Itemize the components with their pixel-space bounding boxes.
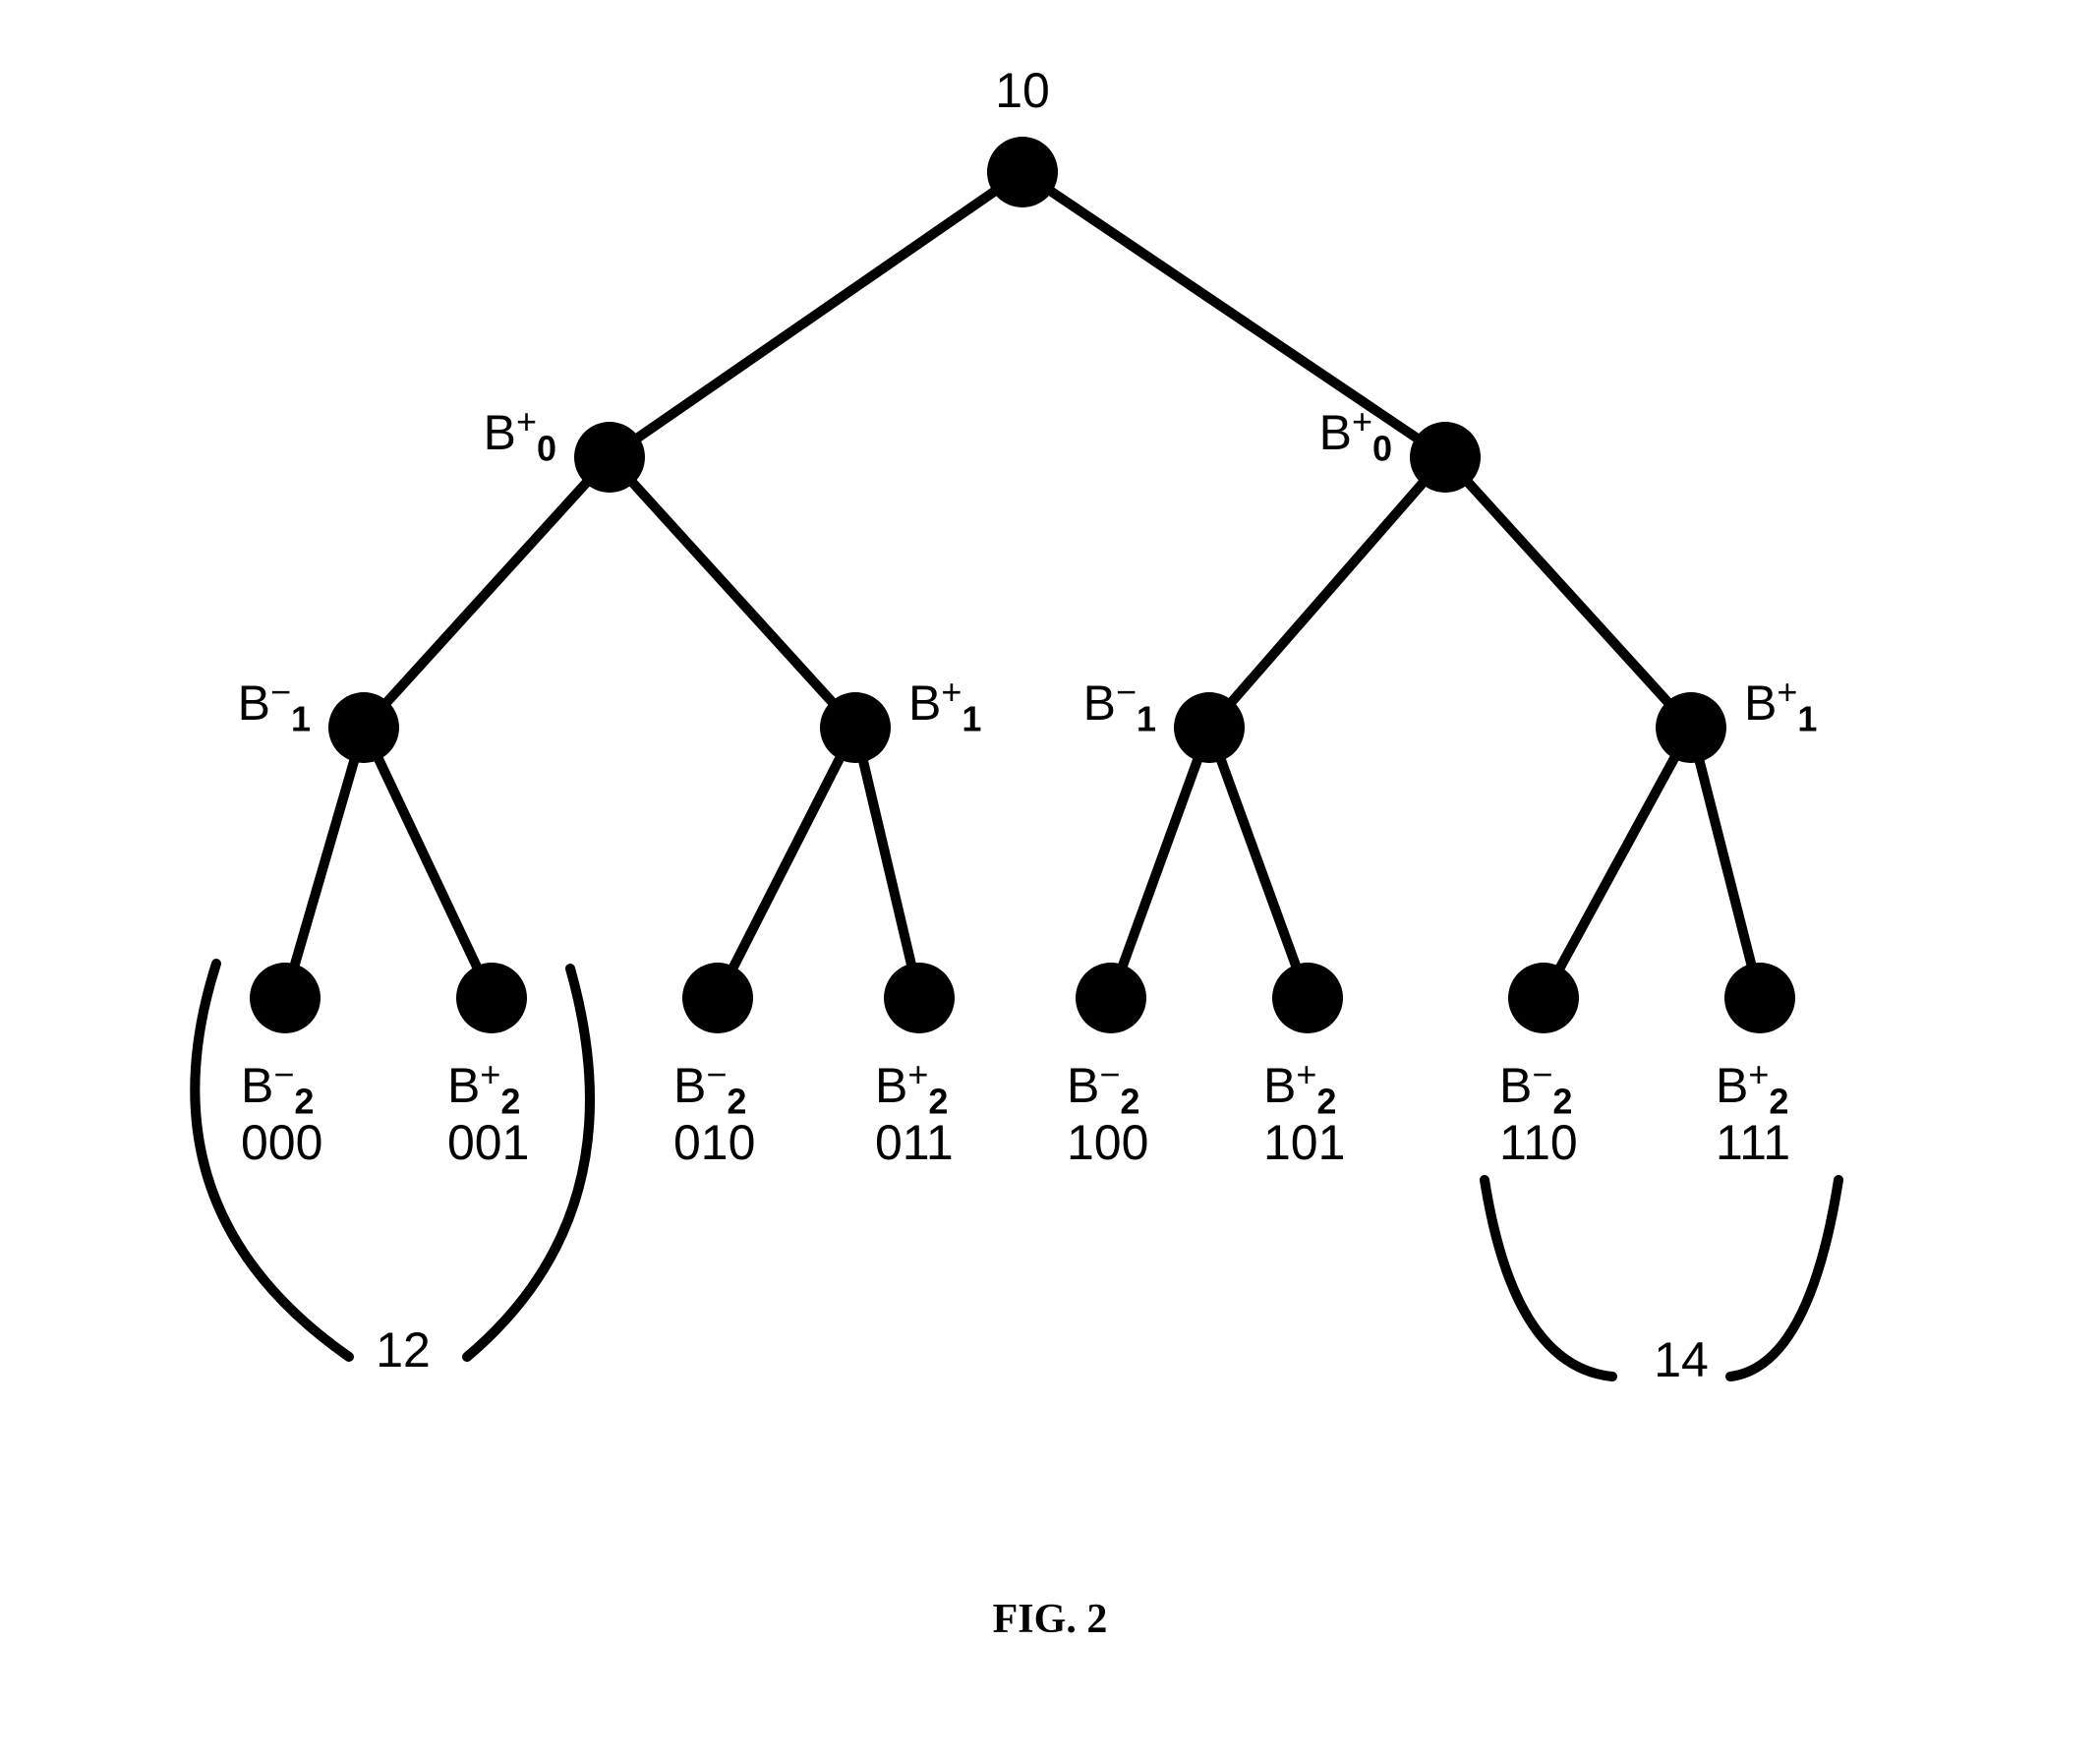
tree-node <box>1724 963 1795 1033</box>
tree-node <box>328 692 399 763</box>
leaf-code: 010 <box>673 1115 755 1170</box>
node-label: B+2 <box>1263 1054 1336 1122</box>
tree-edge <box>1022 172 1445 457</box>
root-label: 10 <box>995 63 1050 118</box>
tree-diagram: 10B+0B+0B−1B+1B−1B+1B−2000B+2001B−2010B+… <box>0 0 2100 1760</box>
tree-node <box>987 137 1058 207</box>
tree-node <box>456 963 527 1033</box>
leaf-code: 111 <box>1716 1115 1790 1170</box>
tree-node <box>574 422 645 493</box>
tree-edge <box>364 728 492 998</box>
reference-number: 12 <box>376 1322 431 1378</box>
node-label: B−2 <box>241 1054 314 1122</box>
node-label: B−1 <box>238 672 311 739</box>
tree-edge <box>718 728 855 998</box>
tree-node <box>1272 963 1343 1033</box>
tree-edge <box>1209 728 1308 998</box>
tree-edge <box>610 457 855 728</box>
tree-node <box>820 692 891 763</box>
node-label: B+2 <box>875 1054 948 1122</box>
tree-edge <box>1111 728 1209 998</box>
node-label: B+2 <box>1716 1054 1788 1122</box>
node-label: B+0 <box>484 401 556 469</box>
tree-node <box>250 963 321 1033</box>
leaf-code: 100 <box>1067 1115 1148 1170</box>
figure-caption: FIG. 2 <box>993 1597 1108 1642</box>
tree-edge <box>1209 457 1445 728</box>
tree-edge <box>1691 728 1760 998</box>
leaf-code: 110 <box>1499 1115 1578 1170</box>
leaf-code: 000 <box>241 1115 322 1170</box>
node-label: B+1 <box>908 672 981 739</box>
reference-number: 14 <box>1654 1332 1709 1387</box>
tree-edge <box>364 457 610 728</box>
tree-edge <box>1445 457 1691 728</box>
tree-edge <box>1544 728 1691 998</box>
node-label: B−2 <box>1067 1054 1139 1122</box>
tree-edge <box>610 172 1022 457</box>
bracket-arc <box>1730 1180 1838 1377</box>
leaf-code: 001 <box>447 1115 529 1170</box>
node-label: B+2 <box>447 1054 520 1122</box>
tree-node <box>682 963 753 1033</box>
node-label: B+1 <box>1744 672 1817 739</box>
bracket-arc <box>1485 1180 1612 1377</box>
tree-edge <box>285 728 364 998</box>
tree-node <box>1508 963 1579 1033</box>
node-label: B−1 <box>1083 672 1156 739</box>
node-label: B−2 <box>673 1054 746 1122</box>
leaf-code: 011 <box>875 1115 954 1170</box>
tree-node <box>884 963 955 1033</box>
tree-node <box>1410 422 1481 493</box>
tree-edge <box>855 728 919 998</box>
tree-node <box>1174 692 1245 763</box>
leaf-code: 101 <box>1263 1115 1345 1170</box>
tree-node <box>1076 963 1146 1033</box>
tree-node <box>1656 692 1726 763</box>
node-label: B−2 <box>1499 1054 1572 1122</box>
